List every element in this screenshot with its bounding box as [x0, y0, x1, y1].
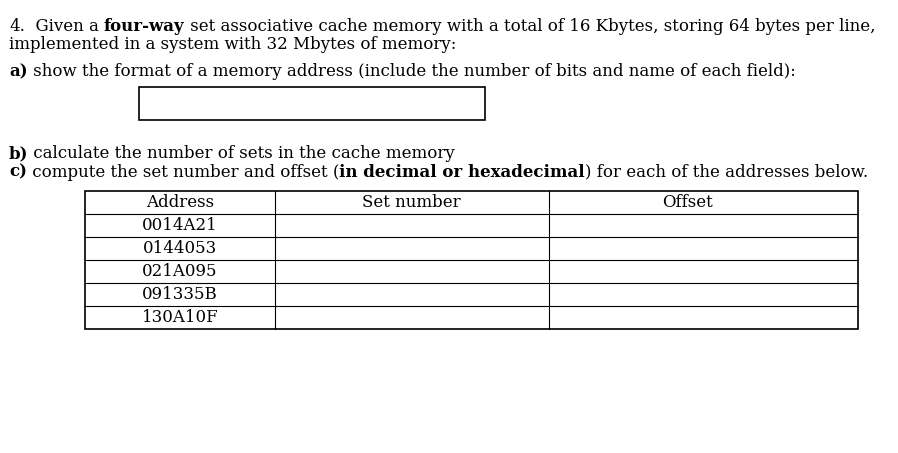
Text: 4.: 4.	[9, 18, 25, 35]
Text: 0014A21: 0014A21	[142, 217, 218, 234]
Text: Given a: Given a	[25, 18, 104, 35]
Bar	[139, 87, 485, 120]
Text: implemented in a system with 32 Mbytes of memory:: implemented in a system with 32 Mbytes o…	[9, 36, 456, 53]
Text: 021A095: 021A095	[142, 263, 217, 280]
Text: 0144053: 0144053	[143, 240, 217, 257]
Text: a): a)	[9, 63, 28, 80]
Text: Set number: Set number	[362, 194, 461, 211]
Text: c): c)	[9, 164, 27, 181]
Text: 130A10F: 130A10F	[142, 308, 218, 326]
Text: compute the set number and offset (: compute the set number and offset (	[27, 164, 339, 181]
Text: four-way: four-way	[104, 18, 185, 35]
Text: in decimal or hexadecimal: in decimal or hexadecimal	[339, 164, 585, 181]
Bar	[85, 191, 858, 329]
Text: Address: Address	[145, 194, 214, 211]
Text: 091335B: 091335B	[142, 286, 218, 303]
Text: calculate the number of sets in the cache memory: calculate the number of sets in the cach…	[29, 145, 455, 162]
Text: set associative cache memory with a total of 16 Kbytes, storing 64 bytes per lin: set associative cache memory with a tota…	[185, 18, 876, 35]
Text: Offset: Offset	[663, 194, 713, 211]
Text: b): b)	[9, 145, 29, 162]
Text: show the format of a memory address (include the number of bits and name of each: show the format of a memory address (inc…	[28, 63, 796, 80]
Text: ) for each of the addresses below.: ) for each of the addresses below.	[585, 164, 868, 181]
